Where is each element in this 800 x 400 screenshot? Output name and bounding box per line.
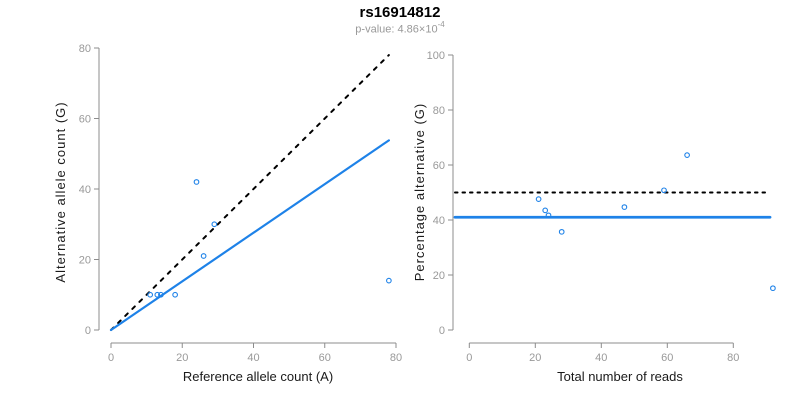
x-tick-label: 60: [319, 352, 331, 364]
percentage-scatter: 0 20 40 60 80 100 0 20 40 60 80: [427, 50, 776, 364]
data-point: [661, 187, 667, 194]
y-tick-label: 20: [433, 270, 445, 282]
y-tick-label: 60: [79, 114, 91, 126]
x-tick-label: 0: [466, 352, 472, 364]
y-tick-label: 80: [79, 43, 91, 55]
data-point: [621, 204, 628, 210]
data-point: [542, 207, 549, 214]
identity-line: [110, 54, 390, 331]
x-tick-label: 60: [661, 352, 673, 364]
x-tick-label: 20: [529, 352, 541, 364]
y-tick-label: 0: [85, 325, 91, 337]
x-tick-label: 40: [595, 352, 607, 364]
data-point: [770, 285, 776, 292]
page-title: rs16914812: [359, 4, 441, 21]
y-tick-label: 100: [427, 50, 445, 62]
y-axis-title-right: Percentage alternative (G): [412, 102, 427, 282]
data-point: [386, 277, 392, 284]
fit-line: [109, 139, 390, 332]
data-point: [147, 291, 154, 298]
y-tick-label: 40: [433, 215, 445, 227]
y-tick-label: 40: [79, 184, 91, 196]
data-point: [158, 291, 164, 298]
p-value-text: p-value: 4.86×10: [355, 23, 438, 36]
allele-counts-scatter: 0 20 40 60 80 0 20 40 60 80: [79, 43, 402, 364]
data-point: [200, 253, 207, 259]
y-tick-label: 60: [433, 160, 445, 172]
p-value-exponent: -4: [437, 20, 445, 29]
y-axis-title-left: Alternative allele count (G): [53, 101, 68, 283]
x-tick-label: 80: [727, 352, 739, 364]
p-value-subtitle: p-value: 4.86×10-4: [0, 20, 800, 36]
data-point: [545, 212, 552, 219]
y-tick-label: 0: [439, 325, 445, 337]
x-axis-title-left: Reference allele count (A): [182, 369, 334, 384]
x-tick-label: 40: [247, 352, 259, 364]
data-point: [172, 291, 178, 298]
data-point: [211, 221, 218, 228]
data-point: [193, 179, 200, 185]
x-tick-label: 80: [390, 352, 402, 364]
data-point: [558, 228, 565, 235]
y-tick-label: 80: [433, 105, 445, 117]
data-point: [535, 196, 542, 202]
data-point: [684, 152, 690, 158]
x-tick-label: 20: [176, 352, 188, 364]
x-axis-title-right: Total number of reads: [557, 369, 683, 384]
x-tick-label: 0: [108, 352, 114, 364]
data-point: [154, 291, 161, 298]
y-tick-label: 20: [79, 255, 91, 267]
